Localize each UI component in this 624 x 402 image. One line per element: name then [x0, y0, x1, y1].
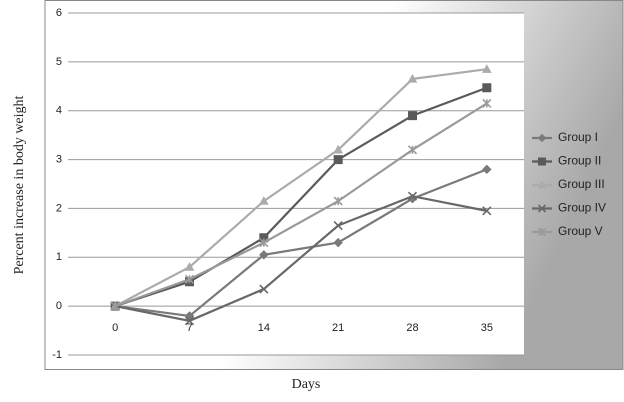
- series-line: [114, 102, 488, 308]
- x-tick-label: 14: [258, 322, 270, 334]
- marker: [333, 237, 343, 248]
- x-tick-label: 35: [481, 322, 493, 334]
- marker: [259, 250, 269, 260]
- marker: [407, 145, 418, 155]
- marker: [184, 262, 195, 271]
- marker: [184, 274, 195, 284]
- marker: [259, 284, 269, 294]
- marker: [482, 83, 492, 93]
- legend-label: Group II: [558, 154, 601, 168]
- marker: [258, 196, 269, 205]
- series-line: [114, 86, 488, 308]
- y-tick-label: -1: [52, 349, 62, 361]
- marker: [333, 196, 343, 206]
- legend-label: Group III: [558, 177, 605, 191]
- marker: [408, 111, 417, 121]
- x-tick-label: 7: [186, 322, 192, 334]
- series-line: [114, 195, 488, 322]
- y-axis-title: Percent increase in body weight: [12, 95, 27, 274]
- series-line: [114, 68, 487, 308]
- marker: [482, 164, 492, 175]
- y-tick-label: 1: [56, 251, 62, 263]
- legend-marker: [537, 180, 547, 189]
- plot-area: [68, 13, 524, 355]
- y-tick-label: 3: [56, 153, 62, 165]
- legend-label: Group I: [558, 130, 598, 144]
- marker: [333, 144, 344, 154]
- y-tick-label: 6: [56, 7, 62, 19]
- marker: [482, 98, 492, 108]
- y-tick-label: 0: [56, 300, 62, 312]
- y-tick-label: 5: [56, 56, 62, 68]
- legend-marker: [537, 133, 547, 143]
- legend-label: Group V: [558, 224, 603, 238]
- marker: [259, 238, 269, 248]
- series-line: [115, 168, 488, 318]
- legend-marker: [537, 227, 547, 237]
- marker: [407, 191, 418, 201]
- marker: [407, 73, 418, 83]
- marker: [333, 155, 343, 165]
- marker: [481, 64, 492, 73]
- marker: [110, 301, 120, 311]
- y-tick-label: 4: [56, 105, 62, 117]
- legend-label: Group IV: [558, 201, 606, 215]
- marker: [333, 220, 343, 231]
- marker: [482, 206, 492, 216]
- legend-marker: [538, 157, 546, 166]
- x-axis-title: Days: [292, 377, 321, 392]
- x-tick-label: 21: [332, 322, 344, 334]
- x-tick-label: 28: [406, 322, 418, 334]
- marker: [184, 316, 195, 326]
- legend-marker: [537, 204, 547, 213]
- x-tick-label: 0: [112, 322, 118, 334]
- y-tick-label: 2: [56, 202, 62, 214]
